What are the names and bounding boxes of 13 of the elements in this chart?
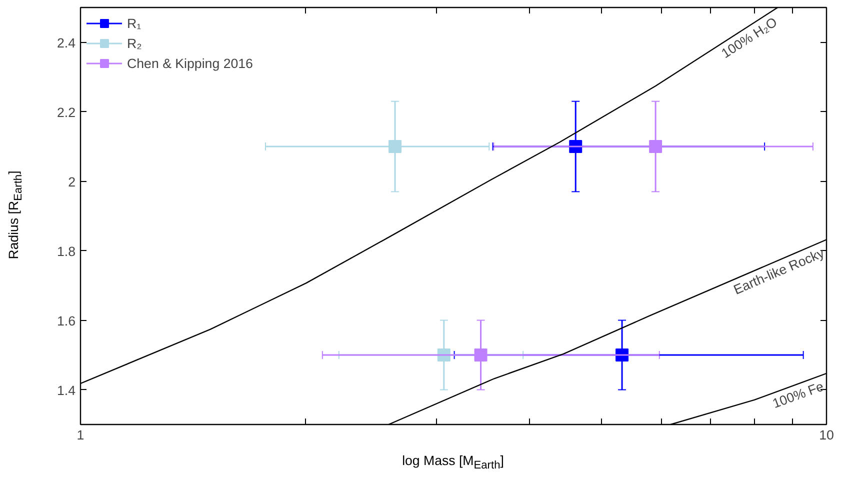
- y-tick-label: 2.2: [56, 104, 76, 120]
- x-tick-label: 10: [819, 428, 834, 442]
- y-tick-label: 2.4: [56, 35, 76, 50]
- x-tick-label: 1: [76, 428, 84, 442]
- y-tick-label: 1.8: [56, 244, 76, 259]
- x-axis-title: log Mass [M$_{Earth}$]: [401, 452, 505, 474]
- y-tick-label: 2: [68, 174, 76, 190]
- legend-label: Chen & Kipping 2016: [127, 56, 253, 70]
- annotation: 100% Fe: [770, 378, 826, 412]
- legend-label: R₂: [127, 36, 143, 50]
- y-tick-label: 1.4: [56, 382, 76, 398]
- legend-label: R₁: [127, 16, 142, 30]
- y-tick-label: 1.6: [56, 313, 76, 328]
